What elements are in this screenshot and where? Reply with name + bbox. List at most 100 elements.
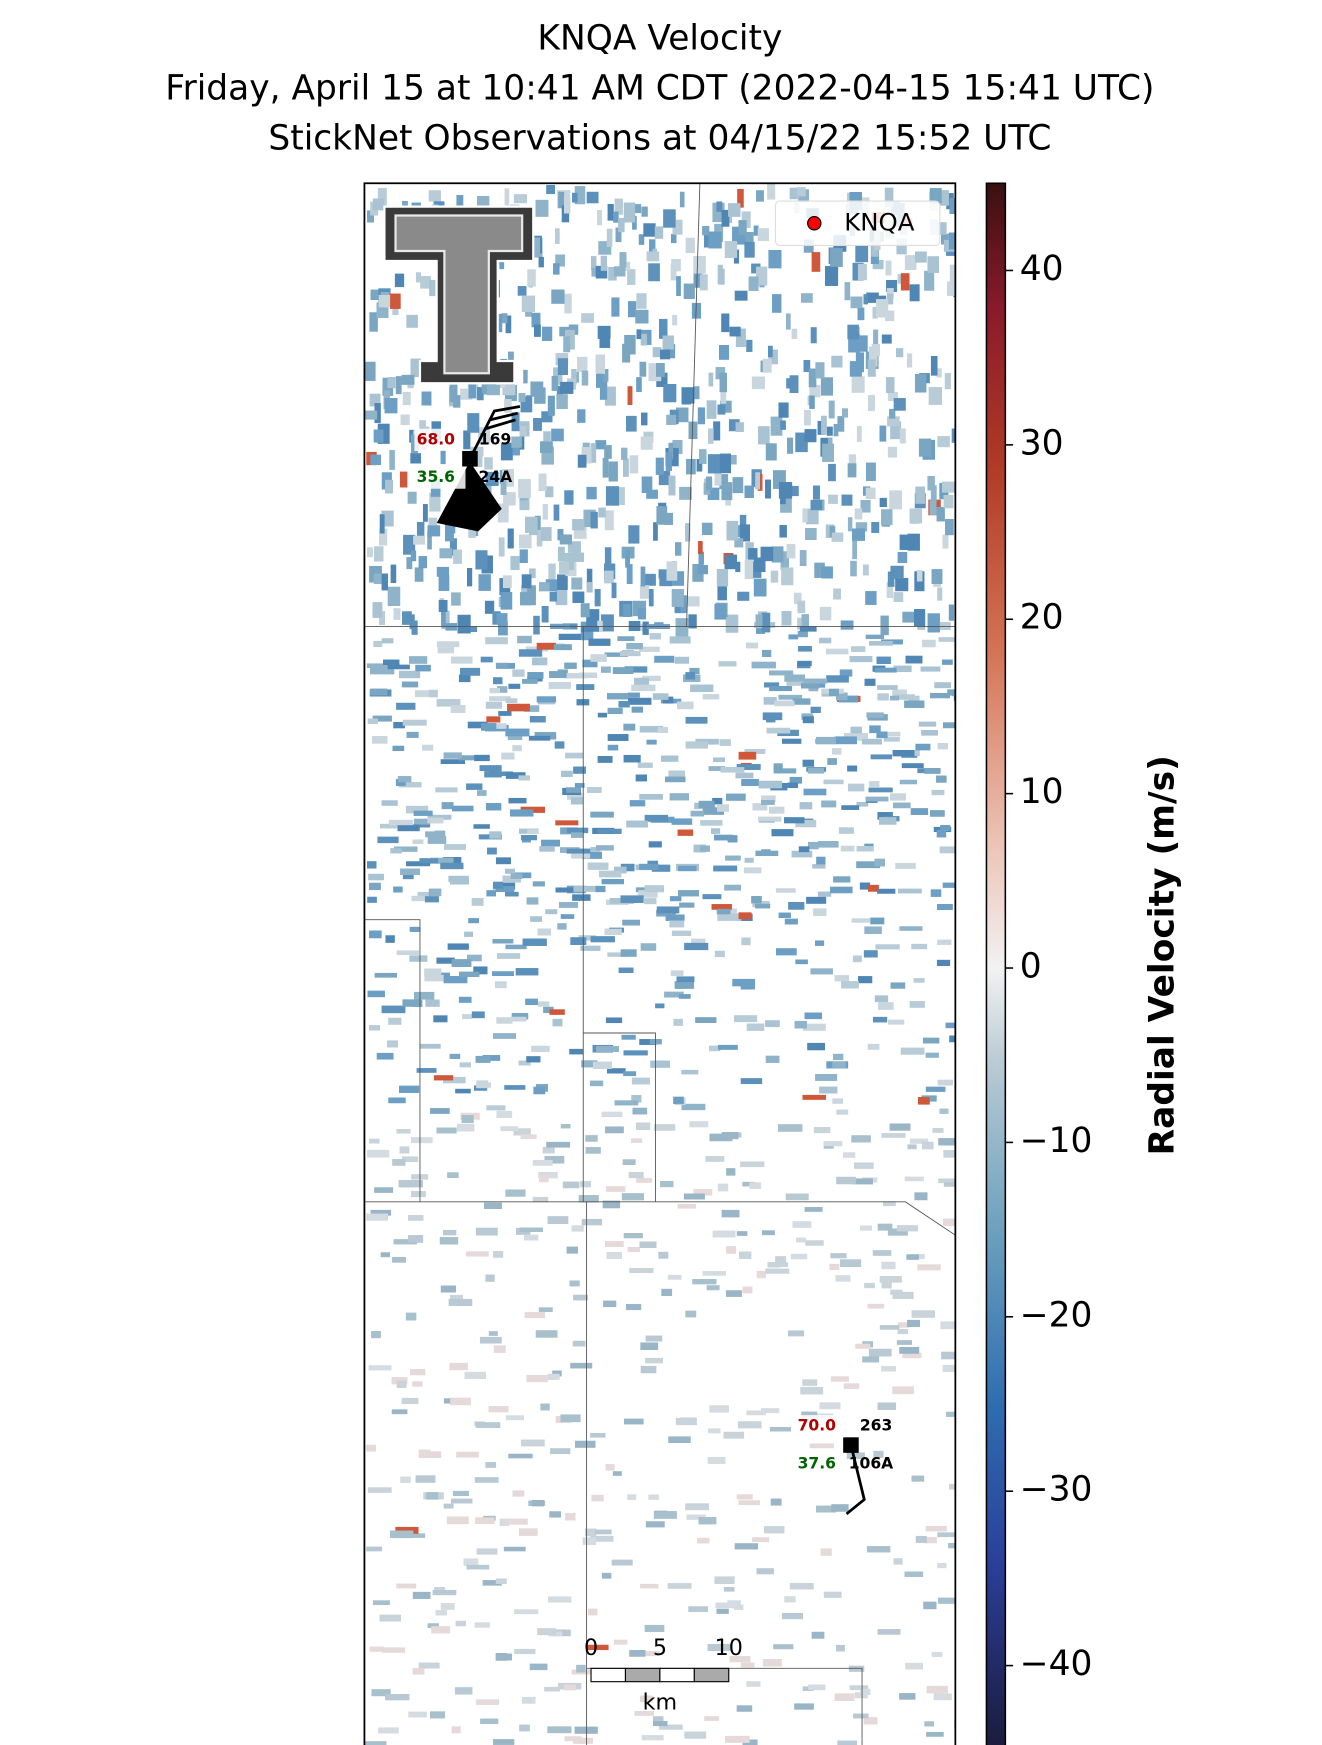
- echo: [637, 762, 653, 768]
- echo: [594, 1529, 612, 1535]
- echo: [402, 719, 427, 726]
- echo: [558, 902, 579, 908]
- echo: [413, 818, 431, 825]
- echo: [697, 1537, 710, 1544]
- echo: [518, 1060, 531, 1066]
- echo: [675, 1417, 697, 1426]
- echo: [821, 800, 837, 808]
- echo: [505, 772, 526, 779]
- echo: [937, 1079, 954, 1086]
- echo: [546, 184, 556, 195]
- echo: [399, 471, 408, 488]
- echo: [564, 196, 571, 214]
- echo: [645, 1521, 665, 1528]
- echo: [828, 688, 839, 697]
- echo: [566, 792, 583, 800]
- echo: [556, 385, 563, 401]
- echo: [931, 1652, 943, 1657]
- echo: [586, 1644, 609, 1651]
- echo: [418, 556, 428, 569]
- echo: [410, 358, 421, 378]
- echo: [930, 810, 945, 817]
- echo: [500, 442, 513, 461]
- echo: [877, 1223, 893, 1231]
- echo: [740, 1078, 763, 1085]
- echo: [476, 195, 490, 209]
- echo: [658, 1724, 683, 1730]
- echo: [535, 199, 549, 217]
- echo: [742, 1286, 753, 1294]
- echo: [802, 759, 815, 767]
- echo: [667, 1274, 682, 1280]
- echo: [830, 1376, 850, 1382]
- echo: [954, 1214, 956, 1221]
- echo: [726, 520, 739, 541]
- echo: [751, 661, 776, 669]
- echo: [367, 896, 377, 903]
- echo: [789, 1582, 814, 1590]
- echo: [579, 672, 598, 679]
- county-lines: [364, 183, 956, 1745]
- echo: [765, 479, 771, 499]
- echo: [678, 865, 697, 872]
- echo: [474, 754, 490, 762]
- echo: [886, 288, 894, 299]
- echo: [601, 1111, 623, 1118]
- echo: [607, 707, 623, 714]
- echo: [941, 233, 949, 245]
- echo: [626, 643, 643, 650]
- echo: [709, 1405, 730, 1413]
- echo: [909, 1001, 925, 1008]
- colorbar-tick-label: −20: [1020, 1295, 1093, 1335]
- echo: [738, 751, 757, 760]
- echo: [648, 589, 654, 607]
- echo: [466, 954, 482, 962]
- echo: [479, 765, 502, 772]
- title-line: Friday, April 15 at 10:41 AM CDT (2022-0…: [165, 68, 1154, 108]
- echo: [693, 268, 703, 288]
- echo: [505, 315, 512, 334]
- echo: [889, 695, 899, 701]
- echo: [440, 759, 466, 765]
- echo: [735, 772, 754, 779]
- echo: [644, 1624, 665, 1632]
- echo: [602, 457, 609, 478]
- echo: [603, 1300, 617, 1308]
- echo: [721, 209, 730, 227]
- echo: [644, 898, 657, 905]
- echo: [596, 1046, 619, 1052]
- echo: [774, 700, 795, 707]
- echo: [878, 1002, 894, 1010]
- echo: [689, 1121, 709, 1128]
- echo: [765, 1268, 790, 1274]
- echo: [370, 688, 388, 696]
- echo: [467, 626, 478, 632]
- echo: [652, 1716, 664, 1722]
- echo: [488, 1331, 498, 1336]
- echo: [590, 1535, 614, 1542]
- echo: [566, 848, 591, 854]
- echo: [366, 1213, 388, 1221]
- echo: [871, 522, 880, 533]
- echo: [614, 198, 623, 215]
- echo: [849, 361, 862, 377]
- echo: [527, 672, 544, 679]
- echo: [796, 1237, 806, 1243]
- echo: [948, 232, 956, 250]
- echo: [673, 1096, 684, 1104]
- echo: [523, 369, 528, 384]
- echo: [618, 218, 625, 233]
- echo: [599, 381, 608, 400]
- echo: [485, 637, 508, 645]
- echo: [571, 851, 591, 859]
- echo: [553, 644, 572, 651]
- echo: [744, 241, 755, 258]
- echo: [622, 919, 641, 926]
- echo: [370, 1209, 392, 1216]
- echo: [597, 712, 608, 718]
- echo: [564, 662, 577, 669]
- echo: [681, 1103, 706, 1111]
- echo: [762, 712, 783, 721]
- echo: [532, 1159, 553, 1166]
- echo: [590, 936, 615, 943]
